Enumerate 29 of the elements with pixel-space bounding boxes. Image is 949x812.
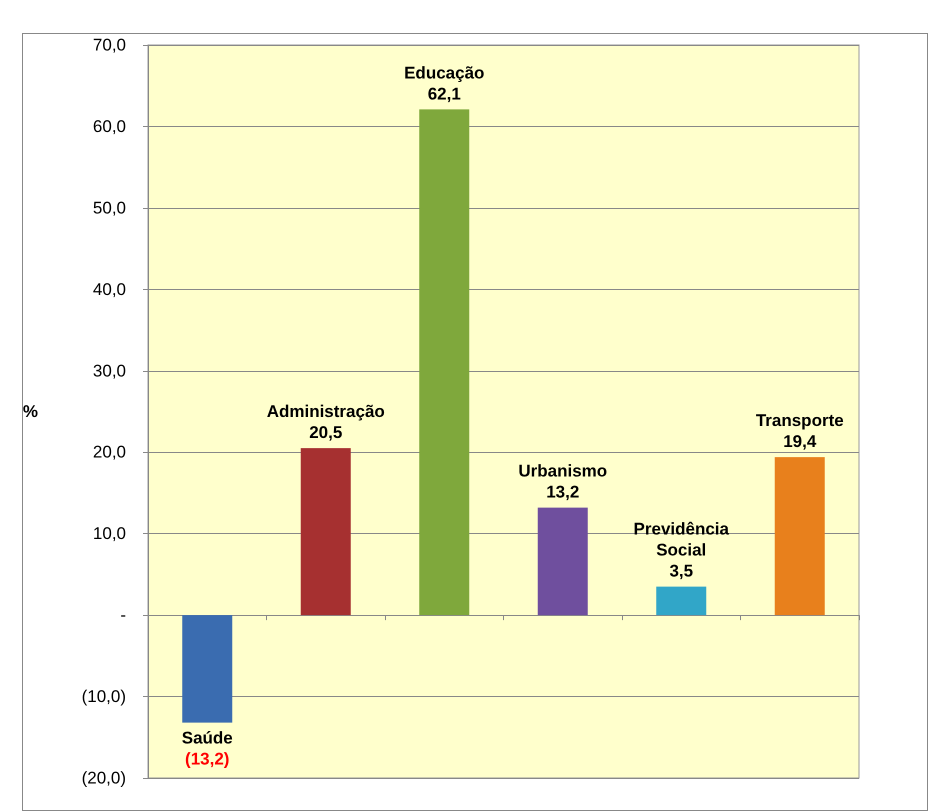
y-tick-label: - bbox=[120, 606, 126, 625]
x-tick-label: Administração bbox=[266, 402, 385, 422]
y-tick-label: 70,0 bbox=[92, 36, 126, 54]
y-tick-label: 60,0 bbox=[92, 116, 126, 136]
y-tick-label: 50,0 bbox=[92, 198, 126, 218]
y-tick-label: (10,0) bbox=[82, 687, 126, 706]
x-tick-label: Previdência Social bbox=[634, 520, 730, 560]
data-label: 19,4 bbox=[783, 432, 817, 452]
x-tick-label: Educação bbox=[404, 63, 484, 82]
data-label: 3,5 bbox=[669, 562, 694, 581]
bar bbox=[538, 508, 588, 616]
y-tick-label: 30,0 bbox=[92, 361, 126, 380]
data-label: 62,1 bbox=[428, 84, 461, 104]
x-tick-label: Saúde bbox=[182, 728, 233, 748]
bar bbox=[656, 586, 706, 616]
x-tick-label: Transporte bbox=[756, 411, 844, 430]
data-label: (13,2) bbox=[185, 750, 230, 769]
data-label: 13,2 bbox=[546, 482, 580, 502]
y-tick-label: 40,0 bbox=[92, 280, 126, 299]
y-tick-label: 10,0 bbox=[92, 524, 126, 544]
bar bbox=[774, 457, 825, 616]
bar bbox=[300, 448, 351, 616]
y-axis-title: % bbox=[22, 402, 38, 421]
bar bbox=[419, 109, 470, 616]
bar bbox=[182, 615, 232, 723]
data-label: 20,5 bbox=[309, 423, 342, 442]
y-tick-label: 20,0 bbox=[92, 442, 126, 462]
y-tick-label: (20,0) bbox=[82, 768, 126, 788]
x-tick-label: Urbanismo bbox=[518, 462, 608, 481]
